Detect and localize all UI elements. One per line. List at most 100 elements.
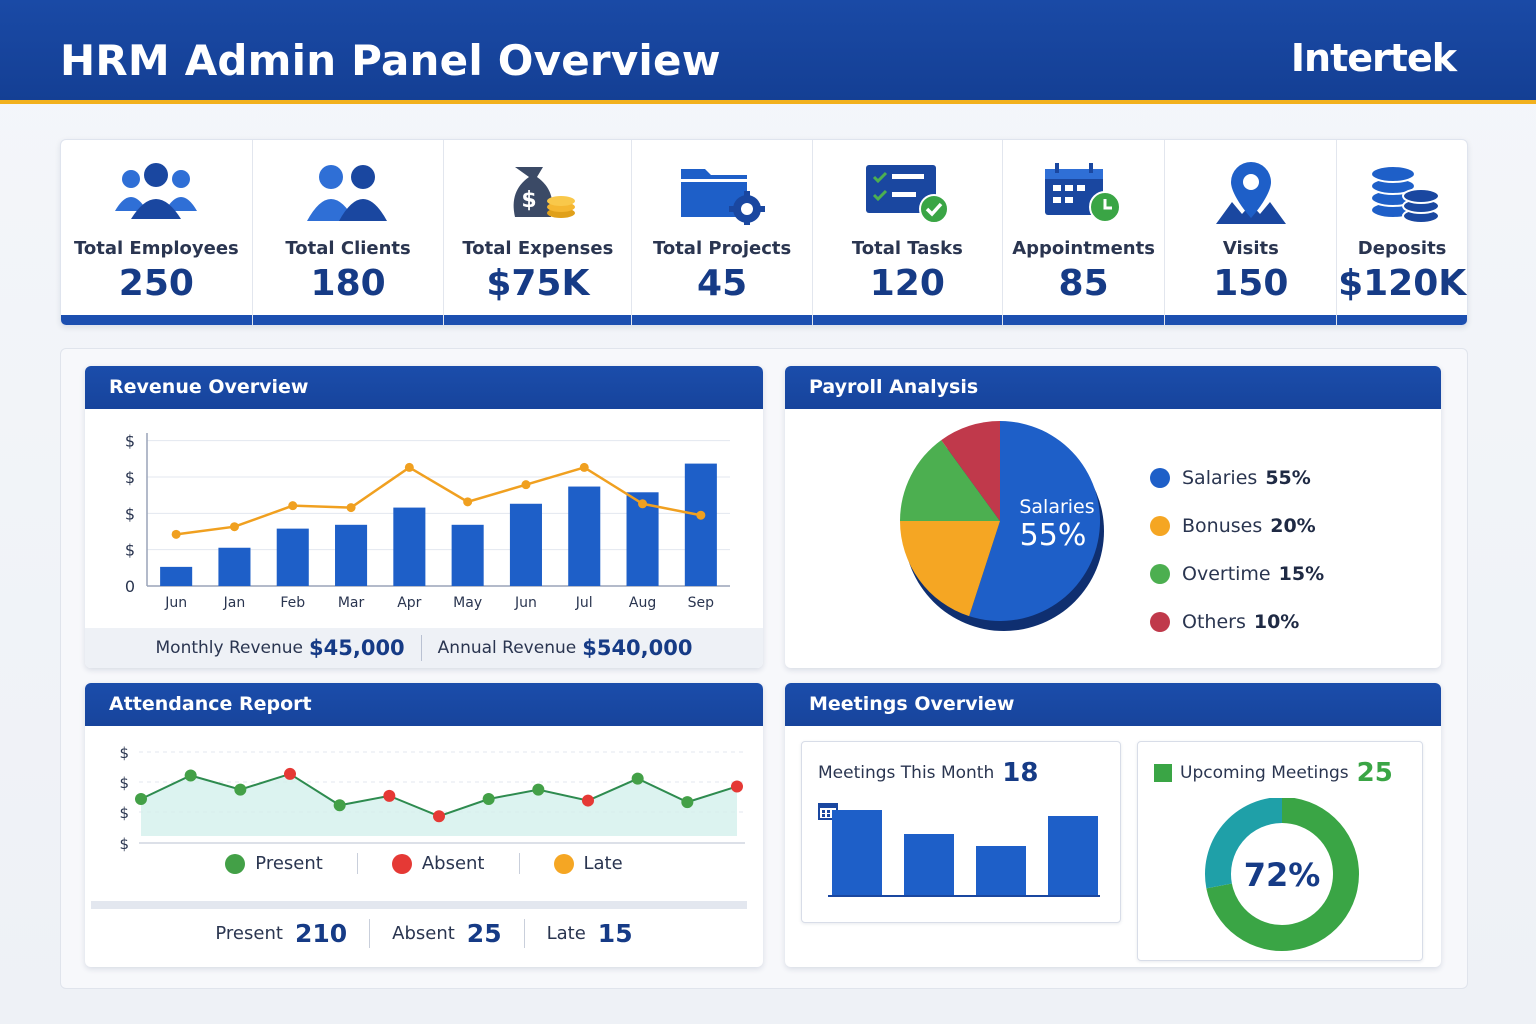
revenue-bar — [509, 503, 542, 586]
x-tick-label: Apr — [397, 595, 421, 611]
meetings-this-month-box: Meetings This Month 18 — [801, 741, 1121, 923]
meetings-this-month-label: Meetings This Month — [818, 763, 995, 783]
calendar-clock-icon — [1036, 154, 1132, 232]
legend-dot — [391, 853, 412, 874]
legend-dot — [1150, 516, 1170, 536]
legend-value: 10% — [1253, 611, 1300, 633]
payroll-legend: Salaries 55% Bonuses 20% Overtime 15% Other… — [1150, 454, 1324, 646]
total-label: Present — [215, 923, 283, 944]
x-tick-label: Feb — [280, 595, 305, 611]
kpi-label: Deposits — [1357, 238, 1447, 259]
legend-dot — [1150, 612, 1170, 632]
kpi-total-expenses[interactable]: $ Total Expenses $75K — [444, 140, 633, 325]
total-label: Absent — [392, 923, 455, 944]
attendance-point-absent — [433, 810, 445, 823]
kpi-label: Total Employees — [73, 238, 239, 259]
trend-point — [696, 510, 706, 520]
kpi-value: 150 — [1213, 263, 1289, 304]
pie-slice-bonuses — [900, 521, 1000, 617]
legend-label: Overtime — [1182, 563, 1271, 585]
y-tick-label: $ — [125, 541, 135, 560]
x-tick-label: May — [453, 595, 482, 611]
trend-point — [404, 462, 414, 472]
top-bar: HRM Admin Panel Overview Intertek — [0, 0, 1536, 104]
attendance-point-absent — [731, 780, 743, 793]
kpi-value: $120K — [1338, 263, 1467, 304]
kpi-total-tasks[interactable]: Total Tasks 120 — [812, 140, 1003, 325]
attendance-point-present — [482, 793, 495, 805]
y-tick-label: $ — [125, 432, 135, 451]
kpi-visits[interactable]: Visits 150 — [1165, 140, 1338, 325]
attendance-scrollbar — [91, 901, 747, 909]
attendance-point-present — [681, 796, 694, 809]
meetings-this-month-header: Meetings This Month 18 — [818, 758, 1038, 820]
legend-label: Late — [583, 853, 623, 874]
total-label: Late — [546, 923, 586, 944]
total-value: 210 — [294, 919, 348, 948]
legend-item: Overtime 15% — [1150, 550, 1324, 598]
y-tick-label: $ — [119, 804, 129, 822]
legend-item: Others 10% — [1150, 598, 1324, 646]
kpi-value: 45 — [697, 263, 748, 304]
y-tick-label: $ — [119, 774, 129, 792]
attendance-report-card: Attendance Report $ $ $ $ Present Absent La… — [85, 683, 763, 967]
annual-revenue-label: Annual Revenue — [437, 638, 577, 658]
total-absent: Absent 25 — [369, 919, 523, 948]
kpi-total-employees[interactable]: Total Employees 250 — [61, 140, 253, 325]
y-tick-label: $ — [125, 504, 135, 523]
legend-dot — [225, 853, 246, 874]
meetings-overview-card: Meetings Overview Meetings This Month 18… — [785, 683, 1441, 967]
pie-center-value: 55% — [1020, 518, 1087, 553]
donut-segment — [1205, 798, 1283, 889]
kpi-strip: Total Employees 250 Total Clients 180 $ … — [60, 139, 1468, 326]
attendance-area — [141, 773, 737, 836]
kpi-label: Total Projects — [652, 238, 792, 259]
attendance-point-absent — [383, 789, 396, 802]
kpi-value: 120 — [869, 263, 945, 304]
legend-item: Salaries 55% — [1150, 454, 1324, 502]
clients-icon — [300, 154, 396, 232]
x-tick-label: Jun — [514, 595, 537, 611]
annual-revenue-value: $540,000 — [582, 636, 693, 660]
x-tick-label: Jan — [223, 595, 246, 611]
revenue-bar — [684, 463, 717, 586]
x-tick-label: Jun — [164, 595, 187, 611]
kpi-deposits[interactable]: Deposits $120K — [1337, 140, 1467, 325]
page-title: HRM Admin Panel Overview — [60, 36, 721, 85]
kpi-value: 85 — [1058, 263, 1109, 304]
monthly-revenue-value: $45,000 — [309, 636, 405, 660]
kpi-appointments[interactable]: Appointments 85 — [1002, 140, 1166, 325]
upcoming-meetings-value: 25 — [1356, 758, 1393, 788]
payroll-analysis-card: Payroll Analysis Salaries 55% Salaries 55%… — [785, 366, 1441, 668]
legend-item: Bonuses 20% — [1150, 502, 1324, 550]
attendance-totals: Present 210 Absent 25 Late 15 — [85, 919, 763, 948]
trend-point — [579, 462, 589, 472]
attendance-point-absent — [582, 794, 594, 807]
kpi-value: 180 — [310, 263, 386, 304]
green-square-icon — [1154, 764, 1172, 782]
total-value: 25 — [466, 919, 502, 948]
legend-label: Absent — [421, 853, 485, 874]
revenue-bar — [568, 486, 601, 586]
revenue-chart: 0 $ $ $ $ Jun Jan Feb Mar Apr May Jun Jul Aug Sep — [125, 432, 730, 611]
kpi-total-clients[interactable]: Total Clients 180 — [252, 140, 445, 325]
x-tick-label: Aug — [629, 595, 656, 611]
revenue-overview-card: Revenue Overview 0 $ $ $ $ Jun Jan Feb Mar Apr May… — [85, 366, 763, 668]
legend-dot — [1150, 564, 1170, 584]
legend-item: Late — [518, 853, 657, 874]
y-tick-label: $ — [125, 468, 135, 487]
legend-label: Salaries — [1182, 467, 1258, 489]
y-tick-label: 0 — [125, 577, 135, 596]
trend-point — [229, 522, 239, 532]
legend-dot — [1150, 468, 1170, 488]
revenue-bar — [451, 524, 484, 586]
trend-point — [521, 480, 531, 490]
brand-logo: Intertek — [1290, 36, 1457, 80]
kpi-value: $75K — [486, 263, 590, 304]
divider — [420, 635, 422, 661]
pie-slice-others — [941, 421, 1000, 521]
kpi-total-projects[interactable]: Total Projects 45 — [632, 140, 813, 325]
x-tick-label: Sep — [688, 595, 715, 611]
trend-point — [638, 499, 648, 509]
